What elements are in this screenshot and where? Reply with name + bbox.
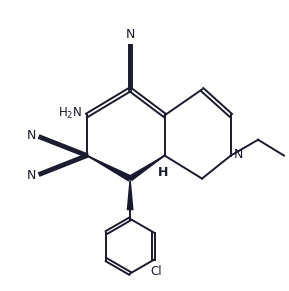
Polygon shape — [127, 179, 134, 210]
Text: N: N — [125, 28, 135, 41]
Text: N: N — [27, 129, 36, 142]
Polygon shape — [128, 155, 165, 181]
Text: N: N — [234, 148, 243, 161]
Text: N: N — [27, 169, 36, 182]
Text: Cl: Cl — [150, 265, 162, 278]
Text: H: H — [158, 166, 168, 180]
Polygon shape — [87, 155, 132, 182]
Text: H$_2$N: H$_2$N — [58, 106, 82, 121]
